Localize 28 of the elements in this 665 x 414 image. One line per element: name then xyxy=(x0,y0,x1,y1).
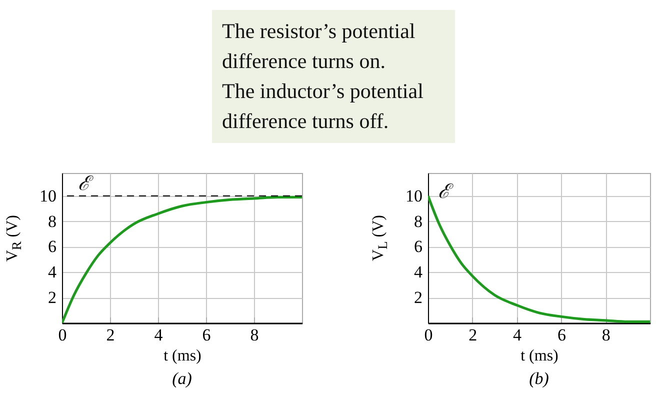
x-tick-label: 8 xyxy=(602,326,610,344)
x-tick-label: 2 xyxy=(106,326,115,344)
text: (b) xyxy=(529,369,550,388)
y-tick-label: 4 xyxy=(48,262,57,282)
x-tick-label: 8 xyxy=(250,326,259,344)
annotation: ℰ xyxy=(438,180,454,203)
y-tick-label: 4 xyxy=(414,262,423,282)
y-tick-label: 10 xyxy=(40,186,56,206)
y-tick-label: 8 xyxy=(414,212,422,231)
y-tick-label: 2 xyxy=(414,288,422,308)
y-tick-label: 8 xyxy=(48,212,56,231)
ref-line-label: ℰ xyxy=(78,172,94,195)
y-tick-label: 6 xyxy=(48,237,56,256)
x-axis-title: t (ms) xyxy=(520,348,558,364)
text: The resistor’s potential difference turns on. xyxy=(222,18,416,75)
x-tick-label: 6 xyxy=(557,326,566,344)
x-tick-label: 4 xyxy=(154,326,164,344)
y-tick-label: 2 xyxy=(48,288,56,308)
y-tick-label: 6 xyxy=(414,237,422,256)
x-tick-label: 6 xyxy=(202,326,211,344)
x-tick-label: 4 xyxy=(513,326,522,344)
text: The inductor’s potential difference turns off. xyxy=(222,78,424,135)
x-tick-label: 2 xyxy=(468,326,478,344)
x-tick-label: 0 xyxy=(424,326,433,344)
x-tick-label: 0 xyxy=(58,326,67,344)
y-tick-label: 10 xyxy=(406,186,422,206)
x-axis-title: t (ms) xyxy=(164,348,202,364)
text: (a) xyxy=(172,369,192,388)
